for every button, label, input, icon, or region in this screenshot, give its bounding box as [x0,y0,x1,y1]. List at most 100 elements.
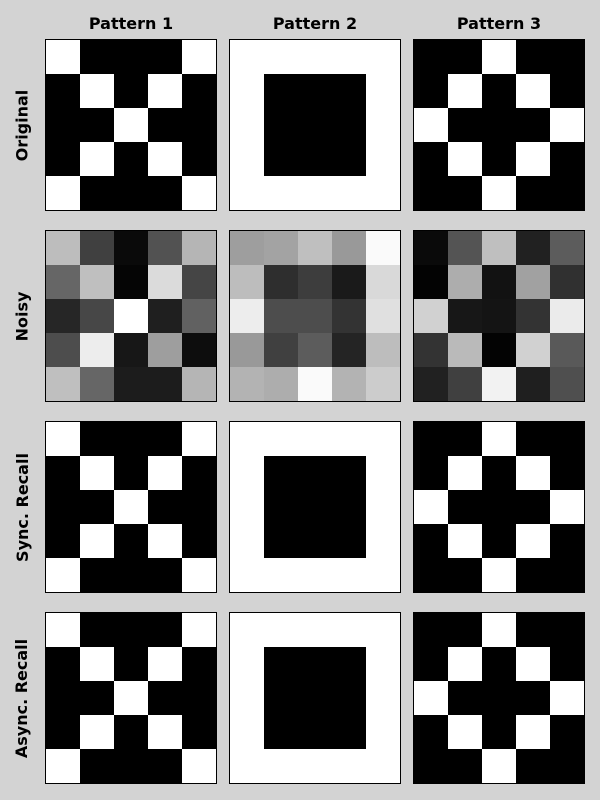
heatmap-cell [414,40,449,75]
heatmap-cell [114,456,149,491]
heatmap-cell [182,490,216,525]
heatmap-cell [516,74,551,109]
panel-noisy-pattern-3 [413,230,585,402]
heatmap-cell [482,490,517,525]
heatmap-cell [448,299,483,334]
heatmap-cell [414,647,449,682]
heatmap-async-recall-pattern-2 [230,613,400,783]
heatmap-cell [448,558,483,592]
heatmap-cell [414,176,449,210]
panel-original-pattern-3 [413,39,585,211]
heatmap-cell [264,524,299,559]
heatmap-cell [230,715,265,750]
heatmap-sync-recall-pattern-1 [46,422,216,592]
heatmap-cell [230,74,265,109]
heatmap-cell [516,422,551,457]
heatmap-cell [264,265,299,300]
heatmap-sync-recall-pattern-2 [230,422,400,592]
heatmap-cell [332,142,367,177]
heatmap-cell [414,74,449,109]
heatmap-cell [414,108,449,143]
heatmap-cell [80,265,115,300]
heatmap-cell [414,715,449,750]
heatmap-cell [332,647,367,682]
heatmap-cell [516,333,551,368]
heatmap-cell [46,299,81,334]
heatmap-cell [366,613,400,648]
heatmap-cell [482,647,517,682]
heatmap-cell [332,715,367,750]
heatmap-cell [46,613,81,648]
heatmap-cell [482,265,517,300]
heatmap-cell [182,422,216,457]
heatmap-original-pattern-2 [230,40,400,210]
heatmap-cell [414,299,449,334]
heatmap-cell [80,108,115,143]
heatmap-cell [298,647,333,682]
heatmap-cell [114,681,149,716]
heatmap-cell [366,456,400,491]
heatmap-cell [366,299,400,334]
heatmap-cell [298,40,333,75]
heatmap-cell [448,265,483,300]
heatmap-cell [516,108,551,143]
heatmap-cell [80,367,115,401]
heatmap-cell [114,231,149,266]
heatmap-cell [516,456,551,491]
heatmap-cell [414,613,449,648]
heatmap-cell [516,749,551,783]
heatmap-cell [264,490,299,525]
row-title-noisy-text: Noisy [12,291,32,341]
heatmap-cell [516,613,551,648]
heatmap-cell [80,490,115,525]
heatmap-cell [448,715,483,750]
heatmap-cell [114,142,149,177]
heatmap-cell [366,367,400,401]
heatmap-cell [516,647,551,682]
heatmap-cell [80,749,115,783]
heatmap-cell [482,613,517,648]
heatmap-cell [448,749,483,783]
heatmap-cell [298,333,333,368]
heatmap-cell [516,490,551,525]
heatmap-noisy-pattern-1 [46,231,216,401]
heatmap-cell [148,40,183,75]
heatmap-cell [46,367,81,401]
heatmap-cell [182,176,216,210]
heatmap-cell [298,108,333,143]
heatmap-cell [148,108,183,143]
heatmap-cell [230,367,265,401]
heatmap-original-pattern-3 [414,40,584,210]
heatmap-cell [148,490,183,525]
heatmap-cell [448,456,483,491]
heatmap-cell [182,367,216,401]
heatmap-cell [366,681,400,716]
heatmap-cell [516,231,551,266]
heatmap-cell [550,681,584,716]
heatmap-cell [46,490,81,525]
heatmap-cell [448,40,483,75]
heatmap-cell [448,613,483,648]
heatmap-cell [264,613,299,648]
heatmap-cell [80,299,115,334]
heatmap-cell [550,333,584,368]
column-title-pattern-3: Pattern 3 [456,14,542,33]
heatmap-cell [448,524,483,559]
heatmap-cell [114,524,149,559]
heatmap-cell [550,176,584,210]
heatmap-cell [230,265,265,300]
row-title-sync-recall-text: Sync. Recall [12,452,32,562]
column-title-pattern-1: Pattern 1 [88,14,174,33]
heatmap-cell [114,333,149,368]
heatmap-cell [482,715,517,750]
heatmap-cell [148,299,183,334]
heatmap-cell [114,108,149,143]
heatmap-cell [230,422,265,457]
heatmap-cell [298,715,333,750]
heatmap-cell [114,299,149,334]
heatmap-cell [298,422,333,457]
heatmap-cell [182,40,216,75]
heatmap-cell [482,333,517,368]
heatmap-cell [182,647,216,682]
